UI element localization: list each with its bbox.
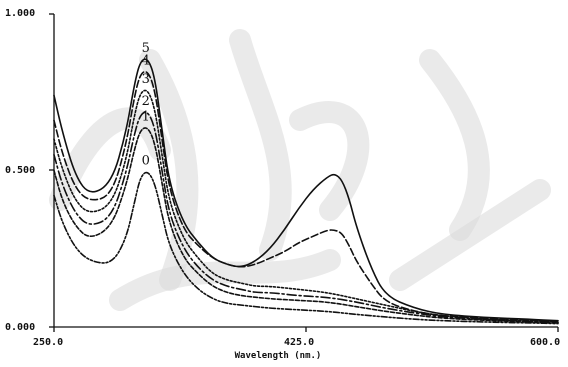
series-line-1	[53, 127, 559, 324]
series-line-2	[53, 111, 559, 324]
x-tick-label-end: 600.0	[530, 337, 560, 348]
x-tick-label-mid: 425.0	[284, 337, 314, 348]
curve-label-5: 5	[142, 41, 150, 56]
curve-label-1: 1	[142, 110, 150, 125]
curve-labels: 54 3 21 0	[142, 41, 150, 169]
series-group	[53, 58, 559, 325]
curve-label-2: 2	[142, 94, 150, 109]
x-axis-title: Wavelength (nm.)	[235, 351, 322, 361]
y-tick-label-mid: 0.500	[5, 165, 35, 176]
curve-label-4: 4	[142, 53, 150, 68]
y-tick-label-top: 1.000	[5, 8, 35, 19]
watermark	[49, 29, 551, 311]
curve-label-0: 0	[142, 154, 150, 169]
series-line-0	[53, 171, 559, 325]
x-tick-label-start: 250.0	[33, 337, 63, 348]
series-line-3	[53, 89, 559, 323]
y-tick-label-bottom: 0.000	[5, 322, 35, 333]
series-line-4	[53, 70, 559, 323]
curve-label-3: 3	[142, 72, 150, 87]
tick-marks	[49, 13, 559, 332]
